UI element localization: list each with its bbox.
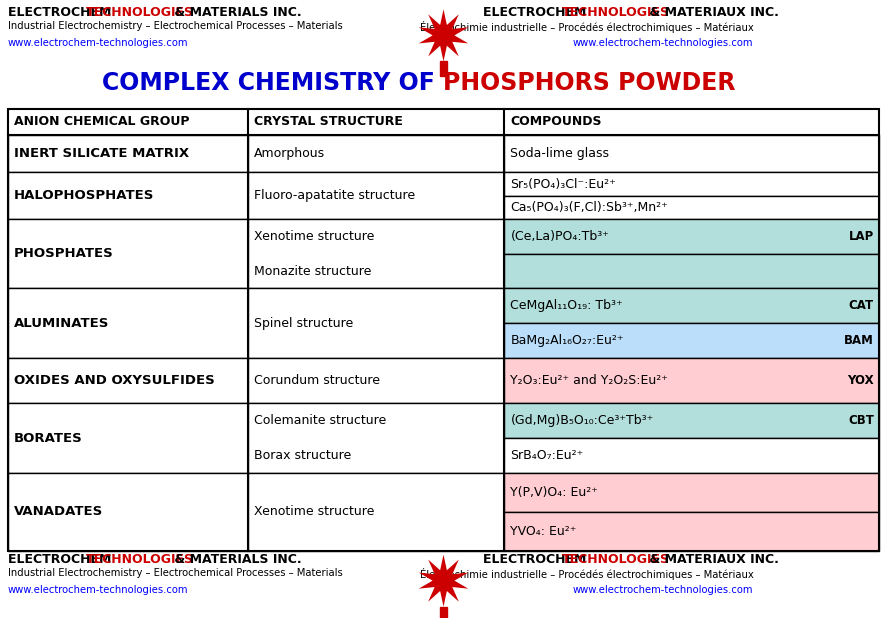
Text: & MATERIAUX INC.: & MATERIAUX INC. xyxy=(645,6,779,19)
Text: Industrial Electrochemistry – Electrochemical Processes – Materials: Industrial Electrochemistry – Electroche… xyxy=(8,21,342,31)
Text: (Gd,Mg)B₅O₁₀:Ce³⁺Tb³⁺: (Gd,Mg)B₅O₁₀:Ce³⁺Tb³⁺ xyxy=(510,414,653,427)
Bar xyxy=(504,512,878,551)
Text: www.electrochem-technologies.com: www.electrochem-technologies.com xyxy=(8,38,189,48)
Bar xyxy=(247,404,504,473)
Text: Colemanite structure: Colemanite structure xyxy=(253,414,385,427)
Text: Borax structure: Borax structure xyxy=(253,449,350,462)
Text: & MATERIALS INC.: & MATERIALS INC. xyxy=(170,6,301,19)
Text: OXIDES AND OXYSULFIDES: OXIDES AND OXYSULFIDES xyxy=(14,374,214,387)
Text: INERT SILICATE MATRIX: INERT SILICATE MATRIX xyxy=(14,147,189,160)
Bar xyxy=(8,135,247,172)
Text: Xenotime structure: Xenotime structure xyxy=(253,230,374,243)
Bar xyxy=(8,358,247,404)
Text: BORATES: BORATES xyxy=(14,431,82,444)
Text: Industrial Electrochemistry – Electrochemical Processes – Materials: Industrial Electrochemistry – Electroche… xyxy=(8,569,342,578)
Text: CAT: CAT xyxy=(848,299,873,312)
Bar xyxy=(504,172,878,196)
Bar xyxy=(247,109,504,135)
Text: TECHNOLOGIES: TECHNOLOGIES xyxy=(561,553,669,566)
Text: COMPOUNDS: COMPOUNDS xyxy=(510,116,602,129)
Bar xyxy=(8,473,247,551)
Text: Amorphous: Amorphous xyxy=(253,147,324,160)
Text: Soda-lime glass: Soda-lime glass xyxy=(510,147,609,160)
Bar xyxy=(504,289,878,323)
Text: TECHNOLOGIES: TECHNOLOGIES xyxy=(86,553,194,566)
Text: ELECTROCHEM: ELECTROCHEM xyxy=(8,6,115,19)
Text: www.electrochem-technologies.com: www.electrochem-technologies.com xyxy=(8,585,189,595)
Bar xyxy=(8,289,247,358)
Text: Y₂O₃:Eu²⁺ and Y₂O₂S:Eu²⁺: Y₂O₃:Eu²⁺ and Y₂O₂S:Eu²⁺ xyxy=(510,374,667,387)
Polygon shape xyxy=(439,607,447,618)
Text: TECHNOLOGIES: TECHNOLOGIES xyxy=(561,6,669,19)
Bar xyxy=(247,172,504,219)
Bar xyxy=(504,473,878,512)
Text: ALUMINATES: ALUMINATES xyxy=(14,316,109,329)
Text: CeMgAl₁₁O₁₉: Tb³⁺: CeMgAl₁₁O₁₉: Tb³⁺ xyxy=(510,299,622,312)
Text: (Ce,La)PO₄:Tb³⁺: (Ce,La)PO₄:Tb³⁺ xyxy=(510,230,609,243)
Text: Xenotime structure: Xenotime structure xyxy=(253,506,374,519)
Bar xyxy=(504,196,878,219)
Text: Électrochimie industrielle – Procédés électrochimiques – Matériaux: Électrochimie industrielle – Procédés él… xyxy=(419,21,752,33)
Text: Ca₅(PO₄)₃(F,Cl):Sb³⁺,Mn²⁺: Ca₅(PO₄)₃(F,Cl):Sb³⁺,Mn²⁺ xyxy=(510,201,667,214)
Text: YOX: YOX xyxy=(846,374,873,387)
Text: BAM: BAM xyxy=(843,334,873,347)
Bar xyxy=(8,219,247,289)
Text: ELECTROCHEM: ELECTROCHEM xyxy=(483,553,591,566)
Text: YVO₄: Eu²⁺: YVO₄: Eu²⁺ xyxy=(510,525,576,538)
Bar xyxy=(247,358,504,404)
Text: ANION CHEMICAL GROUP: ANION CHEMICAL GROUP xyxy=(14,116,190,129)
Text: Monazite structure: Monazite structure xyxy=(253,265,370,277)
Text: ELECTROCHEM: ELECTROCHEM xyxy=(8,553,115,566)
Bar xyxy=(504,323,878,358)
Bar xyxy=(504,358,878,404)
Text: & MATERIAUX INC.: & MATERIAUX INC. xyxy=(645,553,779,566)
Text: ELECTROCHEM: ELECTROCHEM xyxy=(483,6,591,19)
Bar xyxy=(247,289,504,358)
Text: VANADATES: VANADATES xyxy=(14,506,103,519)
Bar xyxy=(247,135,504,172)
Polygon shape xyxy=(439,61,447,75)
Text: CBT: CBT xyxy=(847,414,873,427)
Polygon shape xyxy=(418,9,468,61)
Bar xyxy=(504,404,878,438)
Text: HALOPHOSPHATES: HALOPHOSPHATES xyxy=(14,189,154,202)
Text: LAP: LAP xyxy=(848,230,873,243)
Text: Corundum structure: Corundum structure xyxy=(253,374,379,387)
Bar xyxy=(8,109,878,551)
Bar xyxy=(8,172,247,219)
Bar xyxy=(504,219,878,254)
Text: TECHNOLOGIES: TECHNOLOGIES xyxy=(86,6,194,19)
Bar xyxy=(8,404,247,473)
Text: COMPLEX CHEMISTRY OF: COMPLEX CHEMISTRY OF xyxy=(102,70,443,95)
Text: BaMg₂Al₁₆O₂₇:Eu²⁺: BaMg₂Al₁₆O₂₇:Eu²⁺ xyxy=(510,334,623,347)
Bar xyxy=(504,438,878,473)
Bar xyxy=(504,135,878,172)
Text: PHOSPHORS POWDER: PHOSPHORS POWDER xyxy=(443,70,735,95)
Bar xyxy=(247,219,504,289)
Bar xyxy=(504,254,878,289)
Polygon shape xyxy=(418,554,468,607)
Text: Électrochimie industrielle – Procédés électrochimiques – Matériaux: Électrochimie industrielle – Procédés él… xyxy=(419,569,752,580)
Text: www.electrochem-technologies.com: www.electrochem-technologies.com xyxy=(572,585,752,595)
Text: SrB₄O₇:Eu²⁺: SrB₄O₇:Eu²⁺ xyxy=(510,449,583,462)
Bar xyxy=(8,109,247,135)
Text: Spinel structure: Spinel structure xyxy=(253,316,353,329)
Bar xyxy=(247,473,504,551)
Text: Fluoro-apatatite structure: Fluoro-apatatite structure xyxy=(253,189,414,202)
Text: & MATERIALS INC.: & MATERIALS INC. xyxy=(170,553,301,566)
Text: www.electrochem-technologies.com: www.electrochem-technologies.com xyxy=(572,38,752,48)
Text: PHOSPHATES: PHOSPHATES xyxy=(14,247,113,260)
Text: Y(P,V)O₄: Eu²⁺: Y(P,V)O₄: Eu²⁺ xyxy=(510,486,598,499)
Text: Sr₅(PO₄)₃Cl⁻:Eu²⁺: Sr₅(PO₄)₃Cl⁻:Eu²⁺ xyxy=(510,177,616,190)
Bar xyxy=(504,109,878,135)
Text: CRYSTAL STRUCTURE: CRYSTAL STRUCTURE xyxy=(253,116,402,129)
